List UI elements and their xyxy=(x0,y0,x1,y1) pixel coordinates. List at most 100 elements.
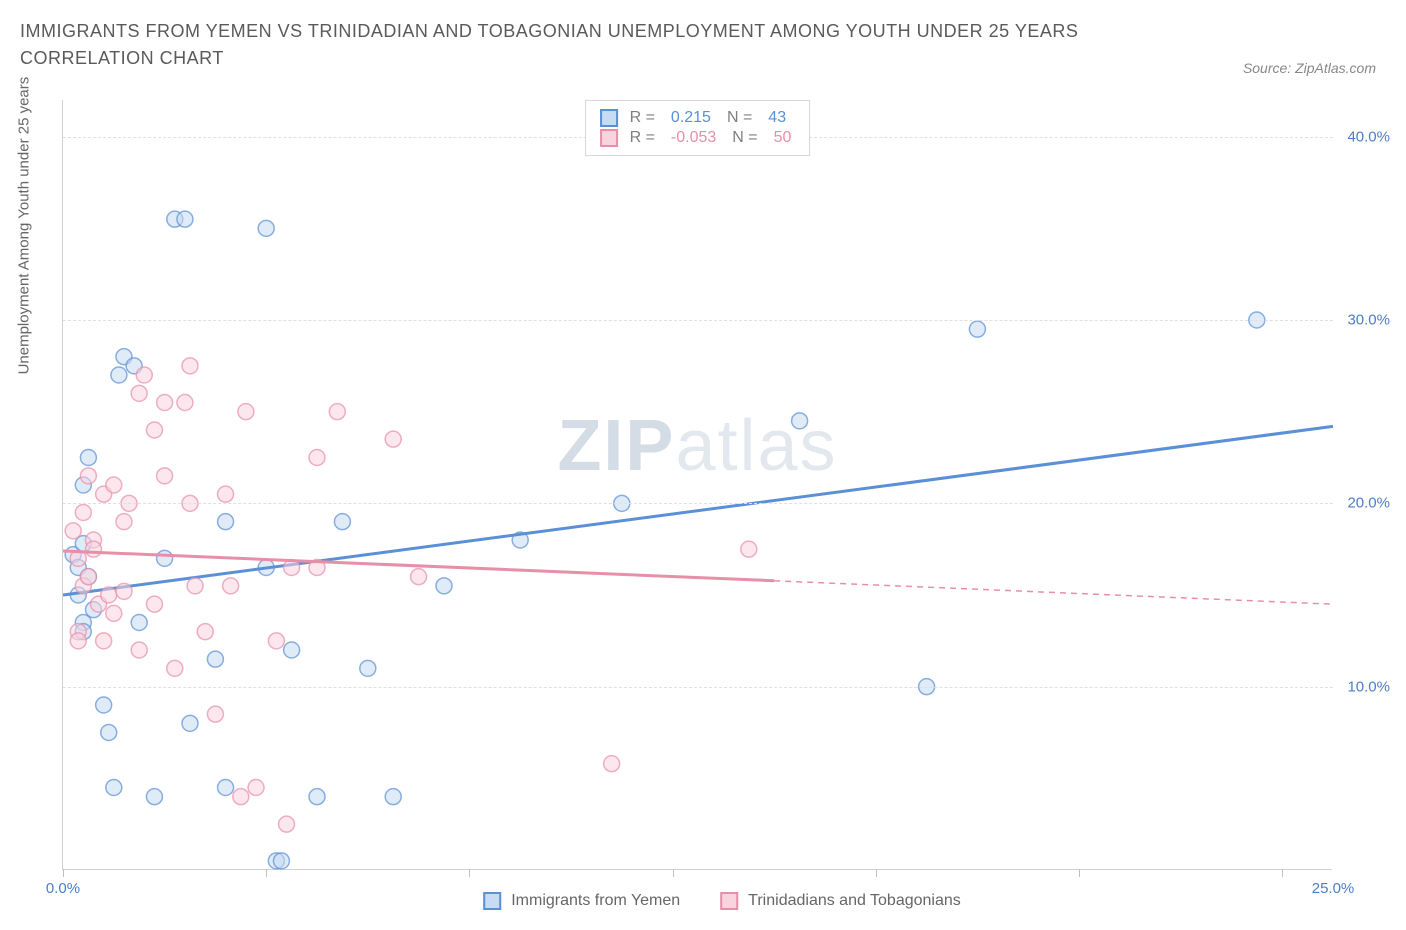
data-point xyxy=(146,596,162,612)
data-point xyxy=(101,725,117,741)
data-point xyxy=(131,615,147,631)
legend-item: Trinidadians and Tobagonians xyxy=(720,892,961,910)
data-point xyxy=(187,578,203,594)
x-tick-label: 0.0% xyxy=(46,880,80,897)
data-point xyxy=(106,477,122,493)
data-point xyxy=(329,404,345,420)
data-point xyxy=(197,624,213,640)
n-label: N = xyxy=(727,109,752,127)
data-point xyxy=(111,367,127,383)
data-point xyxy=(238,404,254,420)
data-point xyxy=(334,514,350,530)
y-tick-label: 40.0% xyxy=(1347,128,1390,145)
x-tick xyxy=(1282,869,1283,877)
data-point xyxy=(741,541,757,557)
data-point xyxy=(218,486,234,502)
r-value: 0.215 xyxy=(671,109,711,127)
data-point xyxy=(218,780,234,796)
data-point xyxy=(80,450,96,466)
data-point xyxy=(218,514,234,530)
legend-swatch xyxy=(600,109,618,127)
data-point xyxy=(106,780,122,796)
x-tick xyxy=(1079,869,1080,877)
gridline xyxy=(63,320,1333,321)
plot-svg xyxy=(63,100,1333,870)
x-tick xyxy=(876,869,877,877)
data-point xyxy=(268,633,284,649)
data-point xyxy=(360,660,376,676)
data-point xyxy=(116,583,132,599)
data-point xyxy=(223,578,239,594)
y-tick-label: 10.0% xyxy=(1347,678,1390,695)
data-point xyxy=(385,431,401,447)
data-point xyxy=(309,789,325,805)
data-point xyxy=(182,715,198,731)
data-point xyxy=(279,816,295,832)
data-point xyxy=(157,468,173,484)
gridline xyxy=(63,503,1333,504)
correlation-legend-row: R = 0.215 N = 43 xyxy=(600,109,796,127)
data-point xyxy=(116,514,132,530)
data-point xyxy=(207,706,223,722)
x-tick xyxy=(469,869,470,877)
y-tick-label: 20.0% xyxy=(1347,495,1390,512)
y-axis-title: Unemployment Among Youth under 25 years xyxy=(16,77,33,375)
legend-swatch xyxy=(483,892,501,910)
data-point xyxy=(131,385,147,401)
legend-label: Trinidadians and Tobagonians xyxy=(748,892,961,910)
gridline xyxy=(63,687,1333,688)
data-point xyxy=(969,321,985,337)
chart-container: Unemployment Among Youth under 25 years … xyxy=(62,100,1382,870)
data-point xyxy=(106,605,122,621)
r-label: R = xyxy=(630,129,655,147)
correlation-legend-row: R =-0.053N =50 xyxy=(600,129,796,147)
regression-line xyxy=(63,426,1333,595)
series-legend: Immigrants from Yemen Trinidadians and To… xyxy=(483,892,961,910)
data-point xyxy=(182,358,198,374)
x-tick xyxy=(63,869,64,877)
data-point xyxy=(385,789,401,805)
data-point xyxy=(436,578,452,594)
data-point xyxy=(131,642,147,658)
data-point xyxy=(207,651,223,667)
data-point xyxy=(65,523,81,539)
data-point xyxy=(177,211,193,227)
data-point xyxy=(157,395,173,411)
n-value: 43 xyxy=(768,109,786,127)
legend-swatch xyxy=(600,129,618,147)
data-point xyxy=(233,789,249,805)
data-point xyxy=(177,395,193,411)
y-tick-label: 30.0% xyxy=(1347,312,1390,329)
data-point xyxy=(248,780,264,796)
data-point xyxy=(792,413,808,429)
data-point xyxy=(309,450,325,466)
data-point xyxy=(96,633,112,649)
x-tick xyxy=(266,869,267,877)
legend-label: Immigrants from Yemen xyxy=(511,892,680,910)
data-point xyxy=(80,569,96,585)
data-point xyxy=(80,468,96,484)
correlation-legend: R =0.215N =43R =-0.053N =50 xyxy=(585,100,811,156)
x-tick-label: 25.0% xyxy=(1312,880,1355,897)
data-point xyxy=(136,367,152,383)
data-point xyxy=(146,789,162,805)
regression-line-extrapolated xyxy=(774,581,1333,604)
data-point xyxy=(101,587,117,603)
r-label: R = xyxy=(630,109,655,127)
data-point xyxy=(167,660,183,676)
x-tick xyxy=(673,869,674,877)
r-value: -0.053 xyxy=(671,129,716,147)
data-point xyxy=(146,422,162,438)
data-point xyxy=(96,697,112,713)
data-point xyxy=(75,505,91,521)
chart-title: IMMIGRANTS FROM YEMEN VS TRINIDADIAN AND… xyxy=(20,18,1120,72)
legend-item: Immigrants from Yemen xyxy=(483,892,680,910)
source-attribution: Source: ZipAtlas.com xyxy=(1243,60,1376,76)
plot-area: ZIPatlas R =0.215N =43R =-0.053N =50 10.… xyxy=(62,100,1332,870)
data-point xyxy=(604,756,620,772)
n-value: 50 xyxy=(774,129,792,147)
data-point xyxy=(284,642,300,658)
data-point xyxy=(258,220,274,236)
data-point xyxy=(157,550,173,566)
data-point xyxy=(411,569,427,585)
